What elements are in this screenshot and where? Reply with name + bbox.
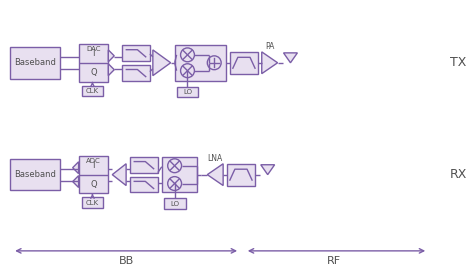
Bar — [164, 198, 185, 209]
Bar — [162, 157, 197, 192]
Bar — [10, 47, 60, 79]
Text: I: I — [92, 49, 95, 58]
Circle shape — [168, 177, 182, 190]
Bar — [10, 159, 60, 190]
Bar — [130, 177, 158, 192]
Text: Q: Q — [90, 180, 97, 188]
Polygon shape — [261, 165, 274, 175]
Polygon shape — [207, 164, 223, 185]
Text: Baseband: Baseband — [14, 170, 56, 179]
Polygon shape — [112, 164, 126, 185]
Polygon shape — [73, 176, 79, 187]
Text: RX: RX — [450, 168, 467, 181]
Bar — [230, 52, 258, 74]
Text: Q: Q — [90, 68, 97, 77]
Bar — [82, 197, 103, 208]
Text: Baseband: Baseband — [14, 58, 56, 67]
Polygon shape — [108, 64, 114, 76]
Text: I: I — [92, 161, 95, 170]
Polygon shape — [108, 50, 114, 62]
Polygon shape — [153, 50, 171, 76]
Text: ADC: ADC — [86, 158, 101, 164]
Polygon shape — [262, 52, 278, 74]
Text: LO: LO — [170, 201, 179, 207]
Bar — [227, 164, 255, 185]
Text: LNA: LNA — [208, 154, 223, 163]
Polygon shape — [283, 53, 297, 63]
Circle shape — [181, 64, 194, 78]
Text: BB: BB — [118, 256, 134, 266]
Bar — [174, 45, 226, 81]
Bar — [82, 86, 103, 96]
Text: RF: RF — [327, 256, 341, 266]
Circle shape — [181, 48, 194, 62]
Bar — [177, 86, 199, 97]
Bar — [79, 156, 108, 193]
Text: TX: TX — [450, 56, 466, 69]
Text: PA: PA — [265, 43, 274, 51]
Circle shape — [168, 159, 182, 173]
Text: CLK: CLK — [86, 200, 99, 206]
Circle shape — [207, 56, 221, 70]
Bar — [130, 157, 158, 173]
Text: DAC: DAC — [86, 46, 100, 52]
Bar — [122, 45, 150, 61]
Bar — [122, 65, 150, 81]
Bar — [79, 44, 108, 81]
Polygon shape — [73, 162, 79, 174]
Text: LO: LO — [183, 89, 192, 95]
Text: CLK: CLK — [86, 88, 99, 94]
